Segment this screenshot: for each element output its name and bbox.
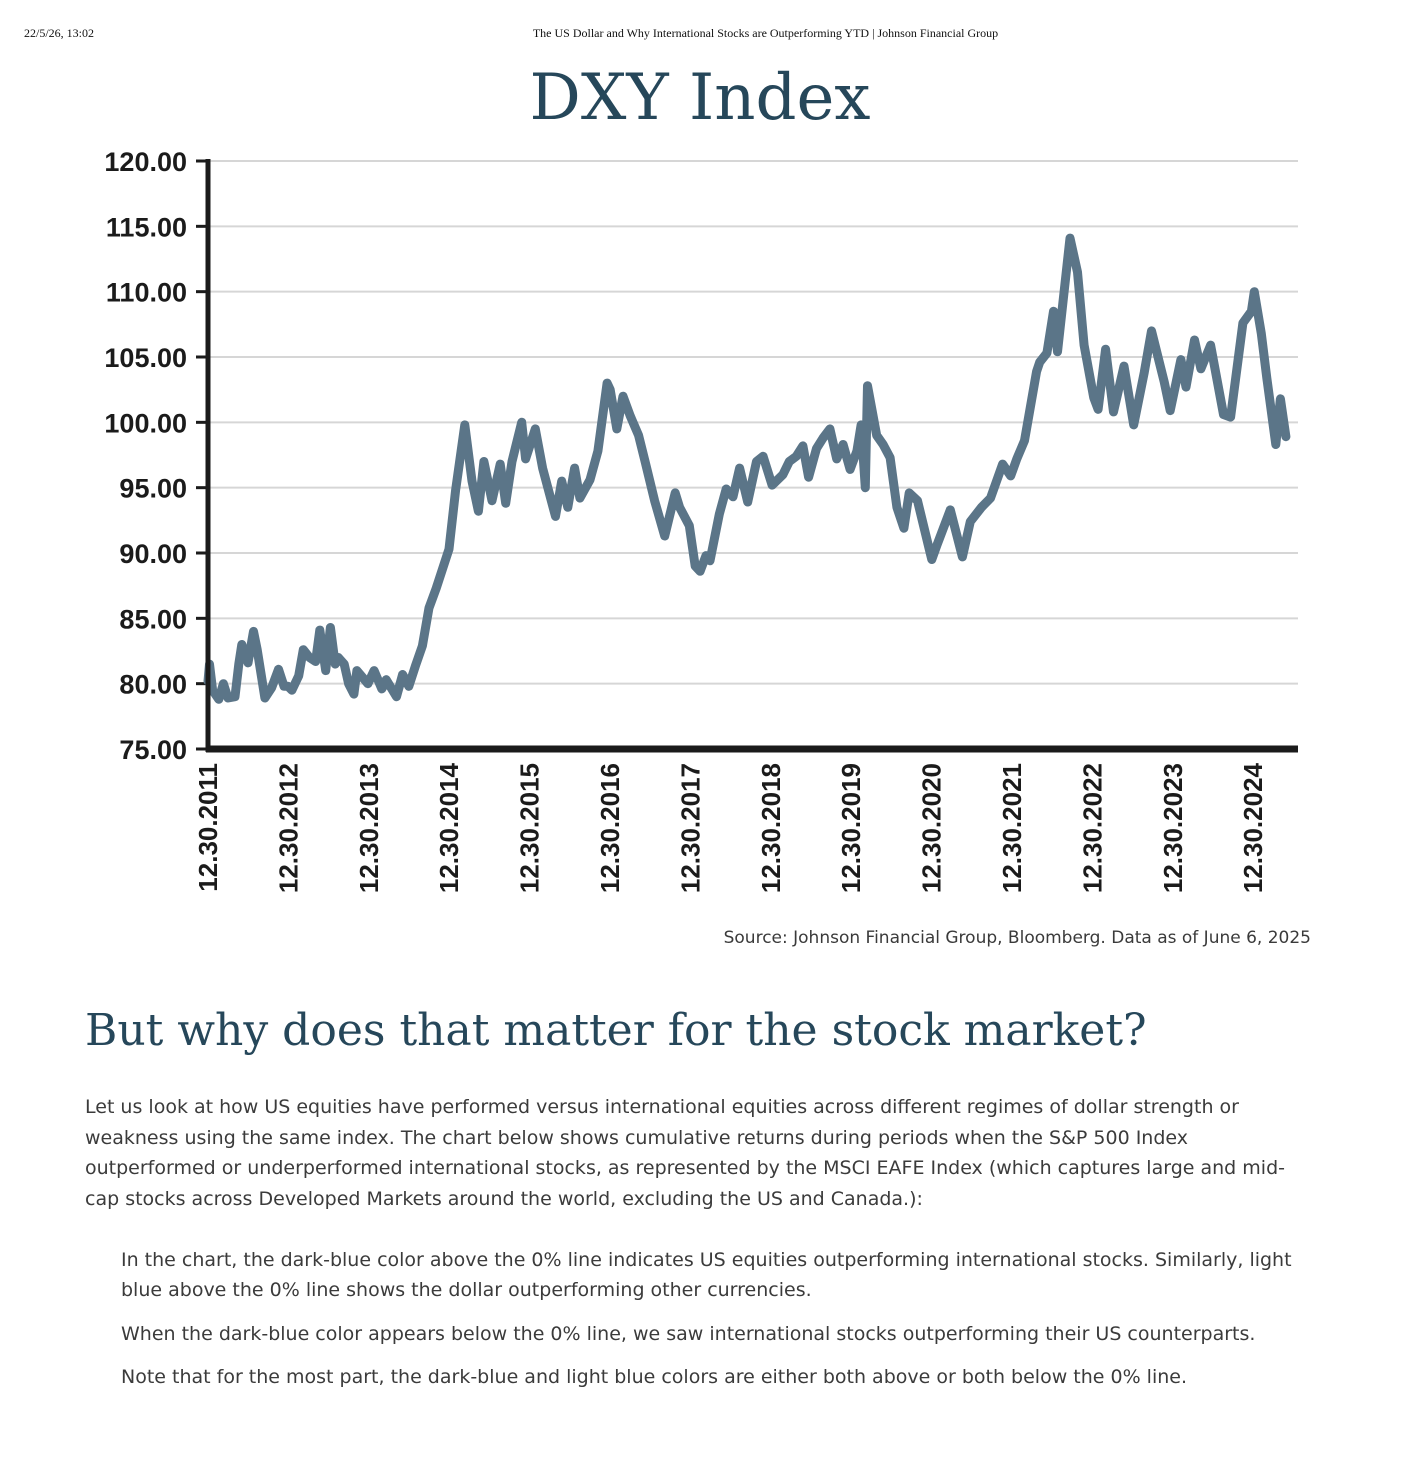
gridlines	[196, 159, 1298, 751]
x-tick-label: 12.30.2011	[193, 763, 223, 892]
y-tick-label: 115.00	[106, 212, 187, 242]
x-tick-labels: 12.30.2011 12.30.2012 12.30.2013 12.30.2014…	[193, 762, 1268, 893]
dxy-chart: DXY Index 75.00 80.00 85.00 90.00 95.00 100.0…	[0, 55, 1401, 955]
lead-paragraph: Let us look at how US equities have perf…	[85, 1096, 1285, 1211]
x-tick-label: 12.30.2014	[434, 762, 464, 893]
x-tick-label: 12.30.2017	[675, 763, 705, 893]
chart-title: DXY Index	[530, 61, 871, 135]
x-tick-label: 12.30.2020	[917, 763, 947, 893]
quote-paragraph-2: When the dark-blue color appears below t…	[121, 1322, 1256, 1345]
data-series	[203, 233, 1291, 704]
chart-source-note: Source: Johnson Financial Group, Bloombe…	[724, 928, 1311, 948]
article-section: But why does that matter for the stock m…	[85, 1000, 1310, 1406]
dxy-series-line	[203, 233, 1291, 704]
y-tick-label: 90.00	[119, 539, 187, 569]
y-tick-labels: 75.00 80.00 85.00 90.00 95.00 100.00 105.00 110…	[104, 147, 187, 765]
y-tick-label: 95.00	[119, 474, 187, 504]
x-tick-label: 12.30.2018	[756, 763, 786, 893]
axes	[205, 159, 1298, 753]
y-tick-label: 85.00	[119, 604, 187, 634]
y-tick-label: 75.00	[119, 735, 187, 765]
y-tick-label: 110.00	[106, 278, 187, 308]
x-tick-label: 12.30.2019	[836, 763, 866, 893]
print-datetime: 22/5/26, 13:02	[24, 26, 95, 40]
quote-paragraph-1: In the chart, the dark-blue color above …	[121, 1248, 1292, 1302]
print-header: 22/5/26, 13:02 The US Dollar and Why Int…	[0, 26, 1401, 44]
y-tick-label: 120.00	[104, 147, 187, 177]
x-tick-label: 12.30.2015	[515, 763, 545, 893]
quote-paragraph-3: Note that for the most part, the dark-bl…	[121, 1366, 1188, 1389]
y-tick-label: 100.00	[104, 408, 187, 438]
y-tick-label: 80.00	[119, 670, 187, 700]
y-tick-label: 105.00	[104, 343, 187, 373]
x-tick-label: 12.30.2023	[1158, 763, 1188, 893]
x-tick-label: 12.30.2012	[273, 763, 303, 893]
x-tick-label: 12.30.2024	[1238, 762, 1268, 893]
x-tick-label: 12.30.2021	[997, 763, 1027, 893]
print-page-title: The US Dollar and Why International Stoc…	[532, 26, 999, 40]
blockquote: In the chart, the dark-blue color above …	[121, 1245, 1310, 1393]
section-heading: But why does that matter for the stock m…	[85, 1005, 1147, 1056]
x-tick-label: 12.30.2022	[1077, 763, 1107, 893]
x-tick-label: 12.30.2016	[595, 763, 625, 893]
x-tick-label: 12.30.2013	[354, 763, 384, 893]
dxy-chart-svg: DXY Index 75.00 80.00 85.00 90.00 95.00 100.0…	[104, 61, 1311, 948]
